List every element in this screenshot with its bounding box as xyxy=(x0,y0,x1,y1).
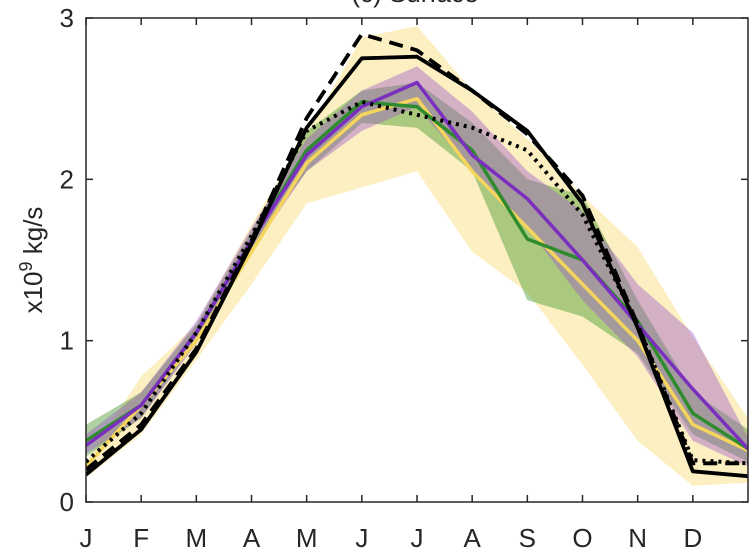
y-axis-label: x109 kg/s xyxy=(16,207,48,314)
series-lines xyxy=(86,32,748,479)
y-tick-label: 0 xyxy=(60,487,74,517)
y-axis-label-base: x10 xyxy=(18,272,48,314)
x-tick-label: N xyxy=(628,523,647,552)
y-axis-label-units: kg/s xyxy=(18,207,48,262)
series-line-3 xyxy=(86,54,748,479)
y-tick-label: 1 xyxy=(60,326,74,356)
y-tick-label: 2 xyxy=(60,164,74,194)
x-tick-label: J xyxy=(411,523,424,552)
series-line-0 xyxy=(86,96,748,468)
series-line-4 xyxy=(86,32,748,472)
x-tick-label: O xyxy=(572,523,592,552)
confidence-bands xyxy=(86,26,748,486)
series-line-5 xyxy=(86,99,748,466)
x-tick-label: D xyxy=(683,523,702,552)
x-tick-label: F xyxy=(133,523,149,552)
x-tick-label: A xyxy=(463,523,481,552)
x-tick-label: S xyxy=(519,523,536,552)
x-tick-label: J xyxy=(355,523,368,552)
y-axis: 0 1 2 3 xyxy=(60,3,748,517)
y-axis-label-exponent: 9 xyxy=(16,261,36,271)
x-tick-label: M xyxy=(296,523,318,552)
band-2 xyxy=(86,66,748,467)
x-tick-label: A xyxy=(243,523,261,552)
x-tick-label: J xyxy=(80,523,93,552)
x-tick-label: M xyxy=(185,523,207,552)
chart-title: (c) Surface xyxy=(351,0,478,8)
y-tick-label: 3 xyxy=(60,3,74,33)
